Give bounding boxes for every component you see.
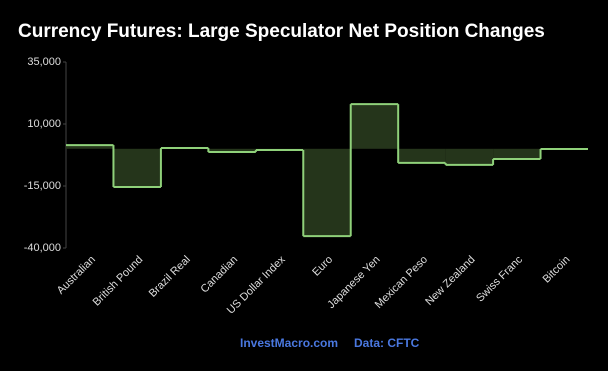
area-step [66, 145, 114, 149]
y-tick-label: 10,000 [27, 118, 61, 130]
y-tick-label: -15,000 [24, 180, 61, 192]
footer-site: InvestMacro.com [240, 336, 338, 350]
chart-title: Currency Futures: Large Speculator Net P… [18, 21, 545, 42]
area-step [350, 104, 399, 149]
area-step [113, 148, 161, 187]
y-tick-label: 35,000 [27, 56, 61, 68]
area-step [493, 148, 541, 159]
area-step [208, 148, 256, 153]
footer-source: Data: CFTC [354, 336, 420, 350]
area-step [445, 148, 494, 165]
y-tick-label: -40,000 [24, 242, 61, 254]
area-step [398, 148, 446, 163]
area-step [303, 148, 351, 237]
